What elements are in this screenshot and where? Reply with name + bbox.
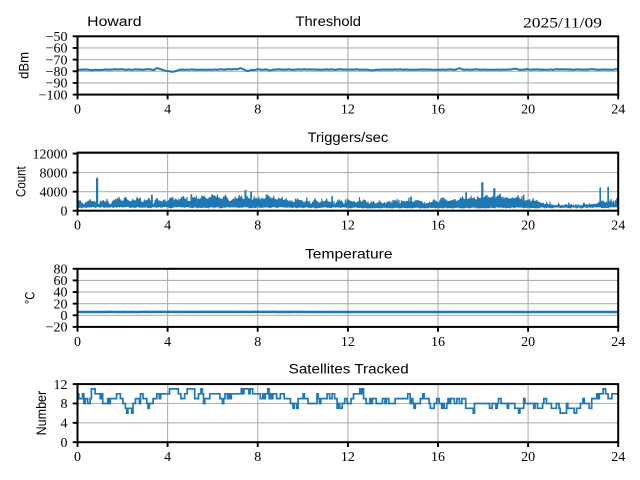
svg-text:8: 8 [61,397,68,412]
svg-text:20: 20 [521,450,535,465]
svg-text:16: 16 [431,219,445,234]
svg-text:20: 20 [521,103,535,118]
svg-text:12: 12 [341,450,355,465]
svg-text:12000: 12000 [33,147,68,162]
svg-text:8: 8 [254,450,261,465]
svg-text:24: 24 [611,219,625,234]
svg-text:0: 0 [74,219,81,234]
svg-text:0: 0 [61,204,68,219]
svg-text:60: 60 [54,274,68,289]
svg-text:dBm: dBm [17,52,32,79]
svg-text:Temperature: Temperature [305,246,393,261]
svg-text:16: 16 [431,103,445,118]
svg-text:0: 0 [61,436,68,451]
svg-text:12: 12 [341,103,355,118]
svg-text:4: 4 [164,335,171,350]
svg-text:°C: °C [23,292,38,305]
svg-text:80: 80 [54,263,68,278]
svg-text:8000: 8000 [40,166,68,181]
svg-text:Satellites Tracked: Satellites Tracked [289,362,409,377]
svg-text:20: 20 [521,219,535,234]
svg-text:12: 12 [54,378,68,393]
svg-text:0: 0 [61,309,68,324]
svg-text:−70: −70 [46,53,68,68]
svg-text:20: 20 [54,297,68,312]
svg-text:4000: 4000 [40,185,68,200]
svg-text:4: 4 [164,103,171,118]
svg-text:0: 0 [74,450,81,465]
svg-text:Number: Number [34,390,49,435]
svg-text:4: 4 [164,219,171,234]
svg-text:−60: −60 [46,42,68,57]
svg-text:16: 16 [431,450,445,465]
svg-text:24: 24 [611,335,625,350]
svg-text:−90: −90 [46,77,68,92]
svg-text:0: 0 [74,103,81,118]
svg-text:4: 4 [164,450,171,465]
svg-text:Threshold: Threshold [296,14,362,29]
svg-text:−20: −20 [46,321,68,336]
svg-text:40: 40 [54,286,68,301]
svg-text:−50: −50 [46,30,68,45]
svg-text:4: 4 [61,417,68,432]
svg-text:16: 16 [431,335,445,350]
svg-text:2025/11/09: 2025/11/09 [523,16,602,32]
svg-text:24: 24 [611,103,625,118]
svg-text:−80: −80 [46,65,68,80]
svg-text:Triggers/sec: Triggers/sec [308,130,389,145]
svg-text:−100: −100 [39,88,68,103]
svg-text:12: 12 [341,335,355,350]
svg-text:12: 12 [341,219,355,234]
svg-text:8: 8 [254,103,261,118]
svg-text:8: 8 [254,219,261,234]
svg-text:Howard: Howard [87,14,141,29]
svg-text:24: 24 [611,450,625,465]
svg-text:20: 20 [521,335,535,350]
svg-text:0: 0 [74,335,81,350]
svg-text:Count: Count [14,166,29,197]
svg-text:8: 8 [254,335,261,350]
